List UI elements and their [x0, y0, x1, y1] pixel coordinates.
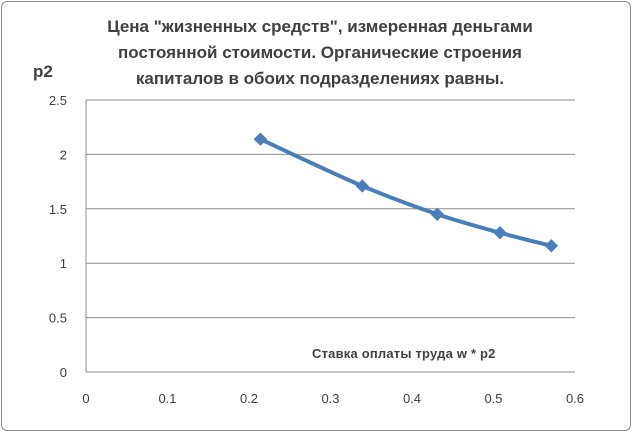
- x-tick-label: 0.2: [240, 391, 258, 406]
- x-tick-label: 0.6: [566, 391, 584, 406]
- data-point-marker: [253, 132, 268, 146]
- y-tick-label: 0: [60, 365, 67, 380]
- y-tick-label: 0.5: [49, 311, 67, 326]
- data-point-marker: [544, 239, 559, 253]
- data-point-marker: [355, 179, 369, 193]
- x-tick-label: 0.1: [158, 391, 176, 406]
- y-tick-label: 1: [60, 256, 67, 271]
- data-point-marker: [493, 226, 507, 240]
- x-axis-label: Ставка оплаты труда w * p2: [312, 346, 496, 361]
- y-tick-label: 1.5: [49, 202, 67, 217]
- data-point-marker: [430, 207, 444, 221]
- series-line: [259, 137, 552, 248]
- x-tick-label: 0.3: [321, 391, 339, 406]
- y-tick-label: 2.5: [49, 93, 67, 108]
- chart-title-line-2: постоянной стоимости. Органические строе…: [118, 43, 522, 62]
- x-tick-label: 0: [82, 391, 89, 406]
- x-tick-label: 0.5: [484, 391, 502, 406]
- chart-title: Цена "жизненных средств", измеренная ден…: [80, 14, 560, 92]
- y-axis-label: p2: [33, 62, 53, 81]
- x-tick-label: 0.4: [403, 391, 421, 406]
- y-tick-label: 2: [60, 147, 67, 162]
- chart-title-line-1: Цена "жизненных средств", измеренная ден…: [107, 17, 533, 36]
- chart-title-line-3: капиталов в обоих подразделениях равны.: [135, 69, 505, 88]
